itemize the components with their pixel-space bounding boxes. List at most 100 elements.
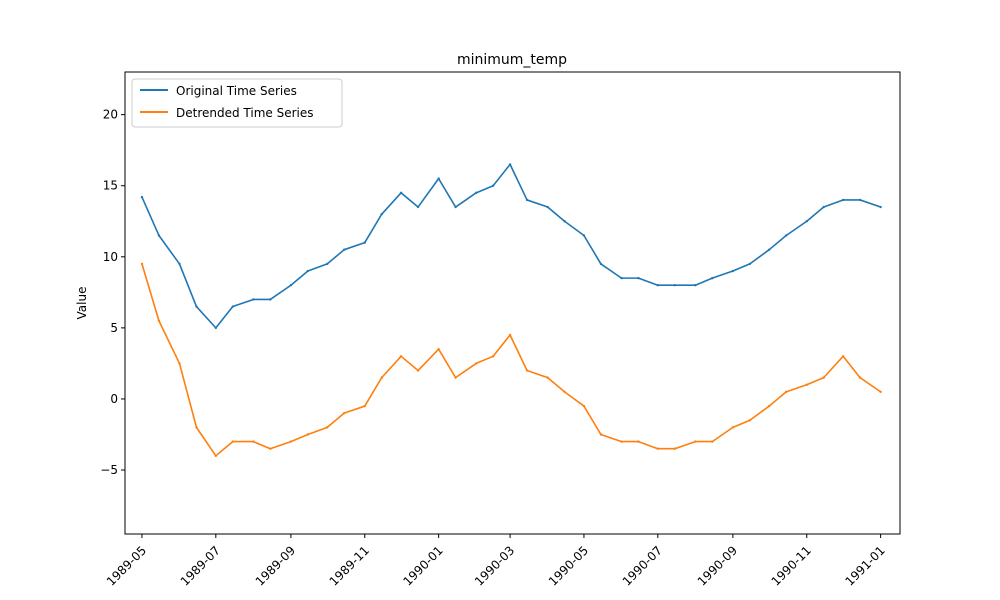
data-point xyxy=(157,234,161,237)
chart-title: minimum_temp xyxy=(457,52,567,68)
data-point xyxy=(157,319,161,322)
data-point xyxy=(474,362,478,365)
data-point xyxy=(879,205,882,209)
x-tick-label: 1990-09 xyxy=(695,543,740,588)
legend: Original Time Series Detrended Time Seri… xyxy=(131,78,343,128)
data-point xyxy=(563,220,566,223)
data-point xyxy=(289,284,293,287)
data-point xyxy=(231,440,234,443)
data-point xyxy=(620,440,623,443)
data-point xyxy=(326,262,329,266)
data-point xyxy=(289,440,293,443)
data-point xyxy=(454,205,457,209)
x-tick-label: 1990-05 xyxy=(546,543,591,588)
data-point xyxy=(841,355,845,358)
data-point xyxy=(879,390,882,394)
data-point xyxy=(195,305,198,308)
data-point xyxy=(582,404,586,408)
data-point xyxy=(599,262,603,266)
data-point xyxy=(673,284,676,287)
series-line xyxy=(141,263,882,457)
data-point xyxy=(841,198,845,202)
data-point xyxy=(822,205,825,209)
data-point xyxy=(805,220,808,223)
x-tick-label: 1989-09 xyxy=(253,543,298,588)
data-point xyxy=(269,447,272,450)
axes-frame xyxy=(124,71,901,535)
plot-area xyxy=(124,71,901,535)
data-point xyxy=(768,248,771,251)
data-point xyxy=(858,198,862,202)
data-point xyxy=(306,433,310,436)
data-point xyxy=(508,333,512,337)
data-point xyxy=(768,404,771,408)
data-point xyxy=(582,234,586,237)
legend-box xyxy=(131,78,343,128)
data-point xyxy=(214,454,218,458)
data-point xyxy=(711,276,714,280)
data-point xyxy=(399,191,403,195)
data-point xyxy=(363,241,366,244)
data-point xyxy=(178,262,181,266)
x-tick-label: 1990-11 xyxy=(769,543,814,588)
data-point xyxy=(822,376,825,379)
y-tick-label: 5 xyxy=(110,321,118,335)
data-point xyxy=(326,426,329,429)
data-point xyxy=(380,376,383,379)
data-point xyxy=(748,262,752,266)
data-point xyxy=(306,269,310,273)
data-point xyxy=(231,305,234,308)
data-point xyxy=(399,355,403,358)
data-point xyxy=(546,205,549,209)
data-point xyxy=(140,195,144,199)
data-point xyxy=(508,163,512,166)
x-tick-label: 1990-07 xyxy=(620,543,665,588)
data-point xyxy=(195,426,198,429)
data-point xyxy=(214,326,218,330)
series-detrended xyxy=(140,262,882,458)
data-point xyxy=(437,177,440,180)
data-point xyxy=(140,262,144,266)
x-tick-label: 1989-11 xyxy=(327,543,372,588)
y-tick-label: 0 xyxy=(110,392,118,406)
data-point xyxy=(637,440,640,443)
data-point xyxy=(342,411,346,415)
series-original xyxy=(140,163,882,330)
data-point xyxy=(784,234,788,237)
data-point xyxy=(711,440,714,443)
data-point xyxy=(694,284,697,287)
data-point xyxy=(656,447,660,450)
data-point xyxy=(474,191,478,195)
data-point xyxy=(748,419,752,422)
data-point xyxy=(380,212,383,216)
data-point xyxy=(805,383,808,386)
data-point xyxy=(620,276,623,280)
data-point xyxy=(363,404,366,408)
data-point xyxy=(416,369,420,372)
data-point xyxy=(546,376,549,379)
data-point xyxy=(252,440,255,443)
data-point xyxy=(525,369,529,372)
data-point xyxy=(252,298,255,301)
series-line xyxy=(141,163,881,329)
y-tick-label: 10 xyxy=(103,250,118,264)
y-tick-label: 15 xyxy=(103,179,118,193)
data-point xyxy=(525,198,529,202)
y-axis-label: Value xyxy=(75,287,89,320)
data-point xyxy=(437,348,440,351)
y-tick-label: −5 xyxy=(100,463,118,477)
data-point xyxy=(491,184,495,187)
data-point xyxy=(694,440,697,443)
data-point xyxy=(656,284,660,287)
data-point xyxy=(731,426,735,429)
data-point xyxy=(599,433,603,436)
x-tick-label: 1990-03 xyxy=(472,543,517,588)
data-point xyxy=(491,355,495,358)
data-point xyxy=(178,362,181,365)
data-point xyxy=(858,376,862,379)
data-point xyxy=(454,376,457,379)
x-tick-label: 1989-05 xyxy=(104,543,149,588)
data-point xyxy=(673,447,676,450)
x-tick-label: 1990-01 xyxy=(400,543,445,588)
data-point xyxy=(269,298,272,301)
